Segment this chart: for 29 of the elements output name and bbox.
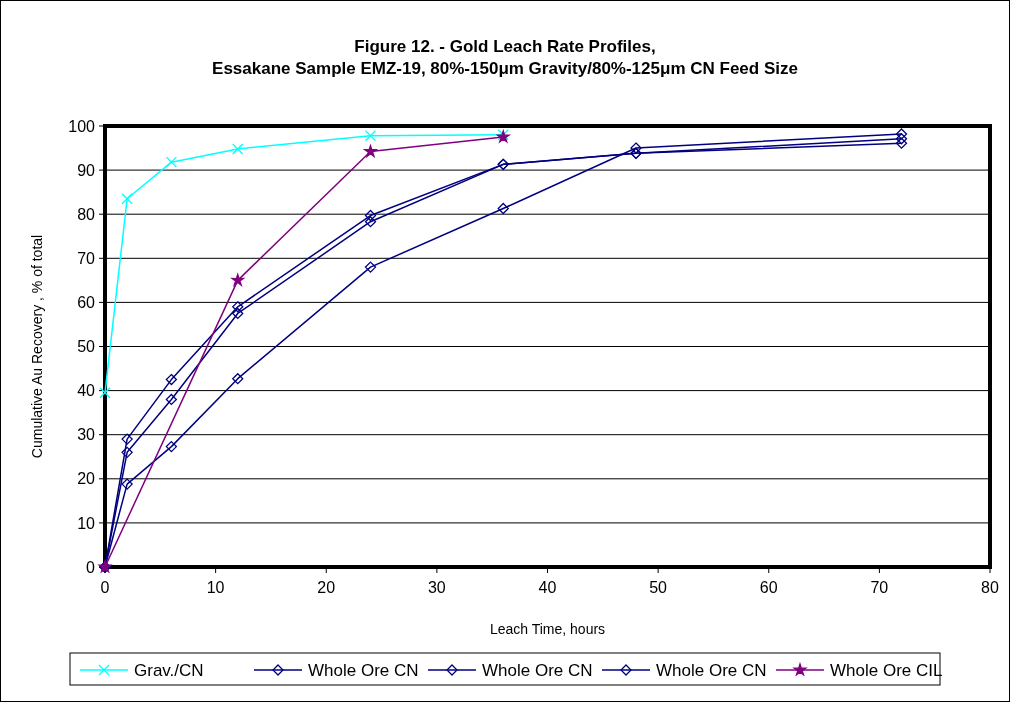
y-tick-label: 100: [68, 117, 96, 135]
legend-label: Whole Ore CN: [482, 660, 593, 680]
x-tick-label: 60: [759, 579, 778, 596]
y-tick-label: 80: [77, 205, 96, 223]
y-tick-label: 50: [77, 338, 96, 356]
x-tick-label: 70: [870, 579, 889, 596]
chart-title: Figure 12. - Gold Leach Rate Profiles,: [354, 37, 656, 56]
x-tick-label: 0: [100, 579, 110, 596]
y-tick-label: 40: [77, 382, 96, 400]
y-tick-label: 70: [77, 249, 96, 267]
x-tick-label: 80: [981, 579, 999, 596]
x-tick-label: 50: [649, 579, 668, 596]
x-axis-title: Leach Time, hours: [489, 621, 606, 637]
y-tick-label: 30: [77, 426, 96, 444]
x-tick-label: 30: [427, 579, 446, 596]
x-tick-label: 10: [206, 579, 225, 596]
x-tick-label: 40: [538, 579, 557, 596]
legend-label: Whole Ore CIL: [830, 660, 943, 680]
legend-label: Whole Ore CN: [656, 660, 767, 680]
legend-label: Whole Ore CN: [308, 660, 419, 680]
y-tick-label: 10: [77, 514, 96, 532]
y-tick-label: 0: [86, 558, 96, 576]
x-tick-label: 20: [317, 579, 336, 596]
y-axis-title: Cumulative Au Recovery , % of total: [29, 234, 45, 459]
chart-subtitle: Essakane Sample EMZ-19, 80%-150μm Gravity/80%-125μm CN Feed Size: [212, 59, 798, 78]
y-tick-label: 60: [77, 294, 96, 311]
legend-label: Grav./CN: [134, 660, 204, 680]
y-tick-label: 90: [77, 161, 96, 179]
y-tick-label: 20: [77, 470, 96, 488]
